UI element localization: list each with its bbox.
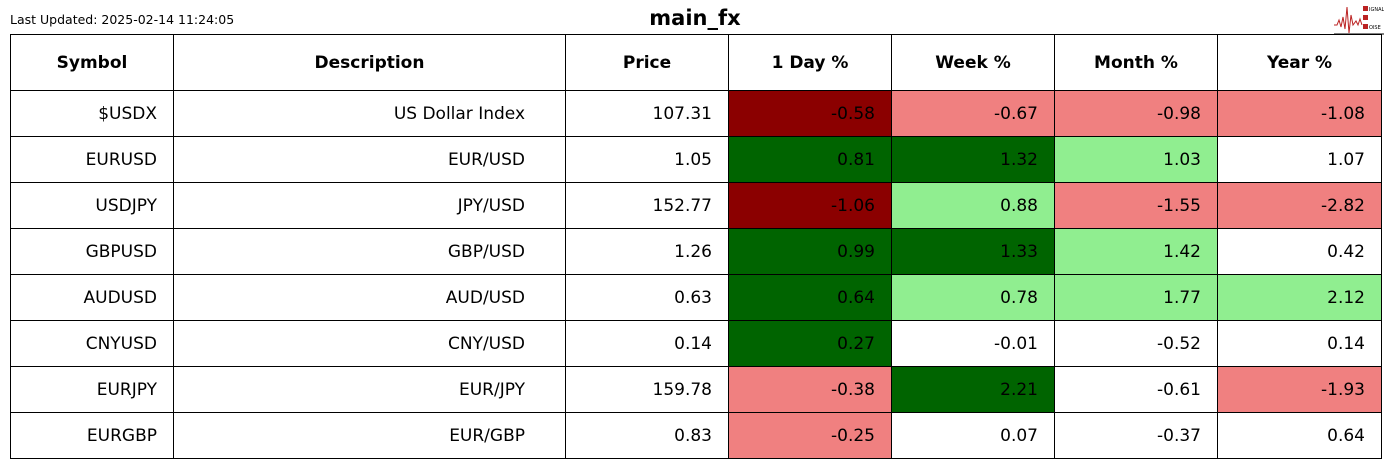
column-header: Description bbox=[173, 34, 566, 91]
column-header: Price bbox=[565, 34, 729, 91]
change-cell: -0.01 bbox=[891, 320, 1055, 367]
symbol-cell: AUDUSD bbox=[10, 274, 174, 321]
price-cell: 1.05 bbox=[565, 136, 729, 183]
table-row: EURGBP EUR/GBP 0.83 -0.25 0.07 -0.37 0.64 bbox=[10, 412, 1382, 459]
table-row: USDJPY JPY/USD 152.77 -1.06 0.88 -1.55 -2.82 bbox=[10, 182, 1382, 229]
change-cell: 0.14 bbox=[1217, 320, 1382, 367]
change-cell: -0.58 bbox=[728, 90, 892, 137]
change-cell: 1.03 bbox=[1054, 136, 1218, 183]
change-cell: 0.81 bbox=[728, 136, 892, 183]
price-cell: 152.77 bbox=[565, 182, 729, 229]
fx-table: Symbol Description Price 1 Day % Week % Month… bbox=[10, 34, 1382, 459]
description-cell: AUD/USD bbox=[173, 274, 566, 321]
column-header: Symbol bbox=[10, 34, 174, 91]
column-header: Month % bbox=[1054, 34, 1218, 91]
symbol-cell: EURJPY bbox=[10, 366, 174, 413]
price-cell: 107.31 bbox=[565, 90, 729, 137]
table-row: EURUSD EUR/USD 1.05 0.81 1.32 1.03 1.07 bbox=[10, 136, 1382, 183]
change-cell: -0.52 bbox=[1054, 320, 1218, 367]
page-title: main_fx bbox=[649, 6, 741, 30]
price-cell: 1.26 bbox=[565, 228, 729, 275]
last-updated: Last Updated: 2025-02-14 11:24:05 bbox=[10, 12, 235, 27]
description-cell: EUR/JPY bbox=[173, 366, 566, 413]
description-cell: EUR/GBP bbox=[173, 412, 566, 459]
change-cell: 0.78 bbox=[891, 274, 1055, 321]
change-cell: -1.55 bbox=[1054, 182, 1218, 229]
change-cell: -0.37 bbox=[1054, 412, 1218, 459]
table-row: AUDUSD AUD/USD 0.63 0.64 0.78 1.77 2.12 bbox=[10, 274, 1382, 321]
change-cell: 1.77 bbox=[1054, 274, 1218, 321]
description-cell: EUR/USD bbox=[173, 136, 566, 183]
change-cell: 0.07 bbox=[891, 412, 1055, 459]
change-cell: 0.88 bbox=[891, 182, 1055, 229]
change-cell: 1.33 bbox=[891, 228, 1055, 275]
price-cell: 0.63 bbox=[565, 274, 729, 321]
description-cell: GBP/USD bbox=[173, 228, 566, 275]
symbol-cell: USDJPY bbox=[10, 182, 174, 229]
change-cell: -1.93 bbox=[1217, 366, 1382, 413]
change-cell: -1.06 bbox=[728, 182, 892, 229]
change-cell: 1.42 bbox=[1054, 228, 1218, 275]
change-cell: -0.25 bbox=[728, 412, 892, 459]
table-row: $USDX US Dollar Index 107.31 -0.58 -0.67 -0.9… bbox=[10, 90, 1382, 137]
change-cell: 0.42 bbox=[1217, 228, 1382, 275]
change-cell: -0.67 bbox=[891, 90, 1055, 137]
signal-2-noise-logo: IGNAL OISE bbox=[1334, 6, 1384, 35]
symbol-cell: $USDX bbox=[10, 90, 174, 137]
price-cell: 0.83 bbox=[565, 412, 729, 459]
change-cell: 1.32 bbox=[891, 136, 1055, 183]
change-cell: 2.21 bbox=[891, 366, 1055, 413]
description-cell: US Dollar Index bbox=[173, 90, 566, 137]
change-cell: -0.38 bbox=[728, 366, 892, 413]
change-cell: -0.61 bbox=[1054, 366, 1218, 413]
column-header: Year % bbox=[1217, 34, 1382, 91]
price-cell: 0.14 bbox=[565, 320, 729, 367]
symbol-cell: CNYUSD bbox=[10, 320, 174, 367]
change-cell: -0.98 bbox=[1054, 90, 1218, 137]
svg-text:IGNAL: IGNAL bbox=[1369, 7, 1384, 13]
column-header: Week % bbox=[891, 34, 1055, 91]
table-row: CNYUSD CNY/USD 0.14 0.27 -0.01 -0.52 0.14 bbox=[10, 320, 1382, 367]
change-cell: -2.82 bbox=[1217, 182, 1382, 229]
table-row: GBPUSD GBP/USD 1.26 0.99 1.33 1.42 0.42 bbox=[10, 228, 1382, 275]
table-row: EURJPY EUR/JPY 159.78 -0.38 2.21 -0.61 -1.93 bbox=[10, 366, 1382, 413]
description-cell: JPY/USD bbox=[173, 182, 566, 229]
svg-text:OISE: OISE bbox=[1369, 25, 1381, 31]
change-cell: 2.12 bbox=[1217, 274, 1382, 321]
change-cell: 0.27 bbox=[728, 320, 892, 367]
column-header: 1 Day % bbox=[728, 34, 892, 91]
symbol-cell: EURGBP bbox=[10, 412, 174, 459]
change-cell: 0.99 bbox=[728, 228, 892, 275]
change-cell: 0.64 bbox=[1217, 412, 1382, 459]
change-cell: 0.64 bbox=[728, 274, 892, 321]
change-cell: -1.08 bbox=[1217, 90, 1382, 137]
symbol-cell: EURUSD bbox=[10, 136, 174, 183]
description-cell: CNY/USD bbox=[173, 320, 566, 367]
symbol-cell: GBPUSD bbox=[10, 228, 174, 275]
price-cell: 159.78 bbox=[565, 366, 729, 413]
change-cell: 1.07 bbox=[1217, 136, 1382, 183]
